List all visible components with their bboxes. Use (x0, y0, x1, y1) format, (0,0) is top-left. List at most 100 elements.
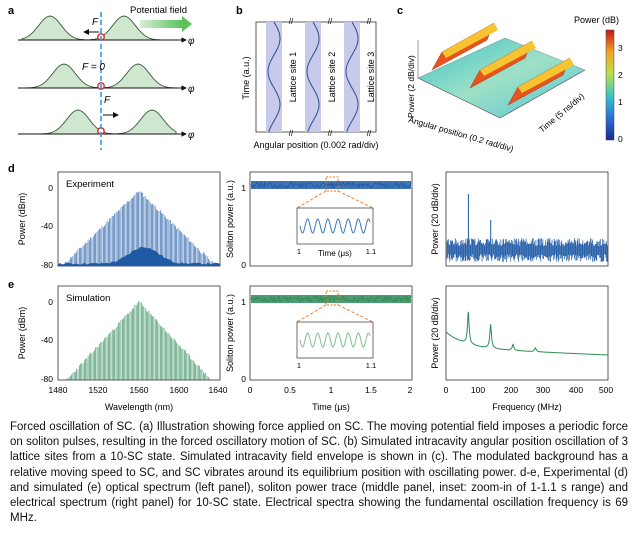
panel-e-letter: e (8, 279, 14, 291)
lattice-band (344, 22, 360, 132)
trace-band (251, 181, 411, 189)
panel-b: b Lattice site 1////Lattice site 2////La… (236, 5, 379, 150)
field-ridge-top (518, 58, 574, 93)
axis-break: // (289, 17, 294, 26)
e-trace-frame (249, 285, 413, 381)
e-rf-frame (445, 285, 609, 381)
potential-field-arrowhead (182, 16, 192, 32)
e-spec-xlabel: Wavelength (nm) (105, 402, 173, 412)
inset-oscillation (299, 218, 371, 234)
lattice-site-label: Lattice site 3 (366, 52, 376, 103)
surface-ridges (431, 22, 574, 106)
axis-break: // (367, 129, 372, 138)
e-spec-xtick: 1480 (49, 385, 68, 395)
force-zero-label: F = 0 (82, 62, 105, 73)
panel-a-letter: a (8, 5, 15, 17)
angular-oscillation (345, 21, 359, 133)
d-zoom-box (325, 176, 339, 192)
surface-base (417, 37, 586, 119)
inset-oscillation (299, 332, 371, 348)
panel-d: d Experiment Power (dBm) 0 -40 -80 Solit… (8, 163, 609, 270)
e-rf-xtick: 100 (471, 385, 485, 395)
e-rf-xticks: 0 100 200 300 400 500 (444, 385, 614, 395)
d-trace-ytick: 0 (241, 260, 246, 270)
potential-rows: φ φ φ (18, 15, 195, 141)
e-trace-xtick: 0.5 (284, 385, 296, 395)
lattice-band (305, 22, 321, 132)
e-optical-spectrum (66, 301, 212, 380)
panel-c: c Power (2 dB/div) Angular position (0.2… (397, 5, 623, 154)
simulation-tag: Simulation (66, 293, 110, 304)
panel-c-letter: c (397, 5, 403, 17)
e-rf-ylabel: Power (20 dB/div) (430, 297, 440, 369)
e-spec-ytick: -80 (41, 374, 54, 384)
panel-d-letter: d (8, 163, 15, 175)
e-spec-xtick: 1520 (89, 385, 108, 395)
e-spec-xtick: 1600 (170, 385, 189, 395)
lattice-bands: Lattice site 1 // // Lattice site 2 // // Latt… (266, 17, 376, 138)
d-inset-xtick: 1.1 (366, 247, 376, 256)
angular-oscillation (267, 21, 281, 133)
e-rf-xlabel: Frequency (MHz) (492, 402, 562, 412)
e-trace-xtick: 1.5 (365, 385, 377, 395)
d-rf-frame (445, 171, 609, 267)
e-rf-xtick: 500 (599, 385, 613, 395)
d-inset-xlabel: Time (μs) (318, 249, 352, 258)
d-optical-spectrum (57, 191, 221, 267)
force-label-bottom: F (104, 95, 111, 106)
e-inset-xtick: 1 (297, 361, 301, 370)
e-trace-xtick: 2 (408, 385, 413, 395)
colorbar-tick: 0 (618, 134, 623, 144)
e-rf-xtick: 0 (444, 385, 449, 395)
phi-label: φ (188, 84, 195, 95)
e-trace-xticks: 0 0.5 1 1.5 2 (248, 385, 413, 395)
d-zoom-line-right (337, 190, 374, 209)
d-trace-frame (249, 171, 413, 267)
field-ridge-top (442, 23, 498, 58)
e-soliton-trace (250, 294, 412, 304)
panel-c-x-axis (417, 77, 501, 119)
d-spectrum-ylabel: Power (dBm) (17, 193, 27, 246)
d-zoom-line-left (296, 190, 327, 209)
e-zoom-box (325, 290, 339, 306)
e-spec-xtick: 1560 (130, 385, 149, 395)
colorbar-ticks: 3 2 1 0 (618, 43, 623, 144)
phi-label: φ (188, 36, 195, 47)
colorbar-tick: 1 (618, 97, 623, 107)
e-spec-xticks: 1480 1520 1560 1600 1640 (49, 385, 228, 395)
soliton-power (250, 180, 412, 190)
e-spec-ytick: 0 (48, 297, 53, 307)
axis-break: // (367, 17, 372, 26)
potential-field-arrow (140, 20, 182, 28)
soliton-power (250, 294, 412, 304)
force-label-top: F (92, 17, 99, 28)
panel-c-t-axis (499, 69, 586, 119)
e-trace-xtick: 1 (329, 385, 334, 395)
lattice-site-label: Lattice site 1 (288, 52, 298, 103)
figure-caption: Forced oscillation of SC. (a) Illustrati… (10, 421, 628, 525)
panel-b-xlabel: Angular position (0.002 rad/div) (253, 140, 378, 150)
panel-b-letter: b (236, 5, 243, 17)
e-inset-wave (299, 332, 371, 348)
panel-a: a Potential field φ φ φ F F = 0 F (8, 5, 195, 150)
e-spec-xtick: 1640 (209, 385, 228, 395)
e-trace-ytick: 1 (241, 297, 246, 307)
d-trace-ylabel: Soliton power (a.u.) (225, 180, 235, 258)
d-spec-ytick: 0 (48, 183, 53, 193)
e-trace-ylabel: Soliton power (a.u.) (225, 294, 235, 372)
e-trace-xtick: 0 (248, 385, 253, 395)
colorbar-tick: 3 (618, 43, 623, 53)
d-inset-xtick: 1 (297, 247, 301, 256)
angular-oscillation (306, 21, 320, 133)
figure: a Potential field φ φ φ F F = 0 F b Lattic… (8, 5, 623, 412)
panel-b-ylabel: Time (a.u.) (241, 56, 251, 99)
field-ridge-top (480, 41, 536, 76)
d-rf-ylabel: Power (20 dB/div) (430, 183, 440, 255)
panel-c-ylabel: Power (2 dB/div) (406, 55, 416, 118)
potential-field-label: Potential field (130, 5, 187, 16)
e-spec-ytick: -40 (41, 335, 54, 345)
phi-label: φ (188, 130, 195, 141)
e-rf-spectrum (445, 311, 608, 356)
e-rf-xtick: 400 (569, 385, 583, 395)
panel-c-tlabel: Time (5 ns/div) (537, 91, 586, 135)
